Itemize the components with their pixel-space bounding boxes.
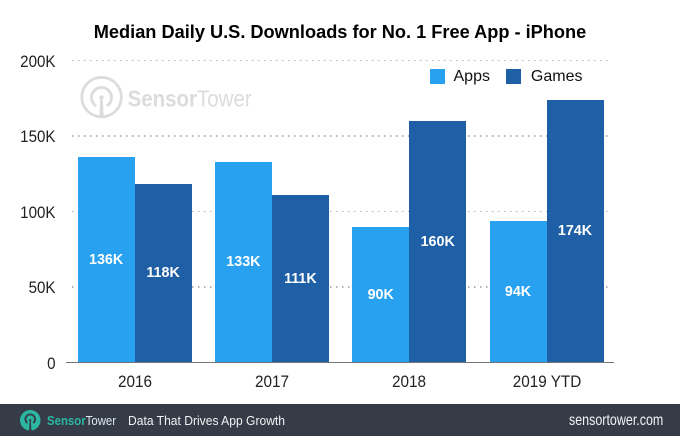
svg-text:SensorTower: SensorTower xyxy=(128,85,252,111)
